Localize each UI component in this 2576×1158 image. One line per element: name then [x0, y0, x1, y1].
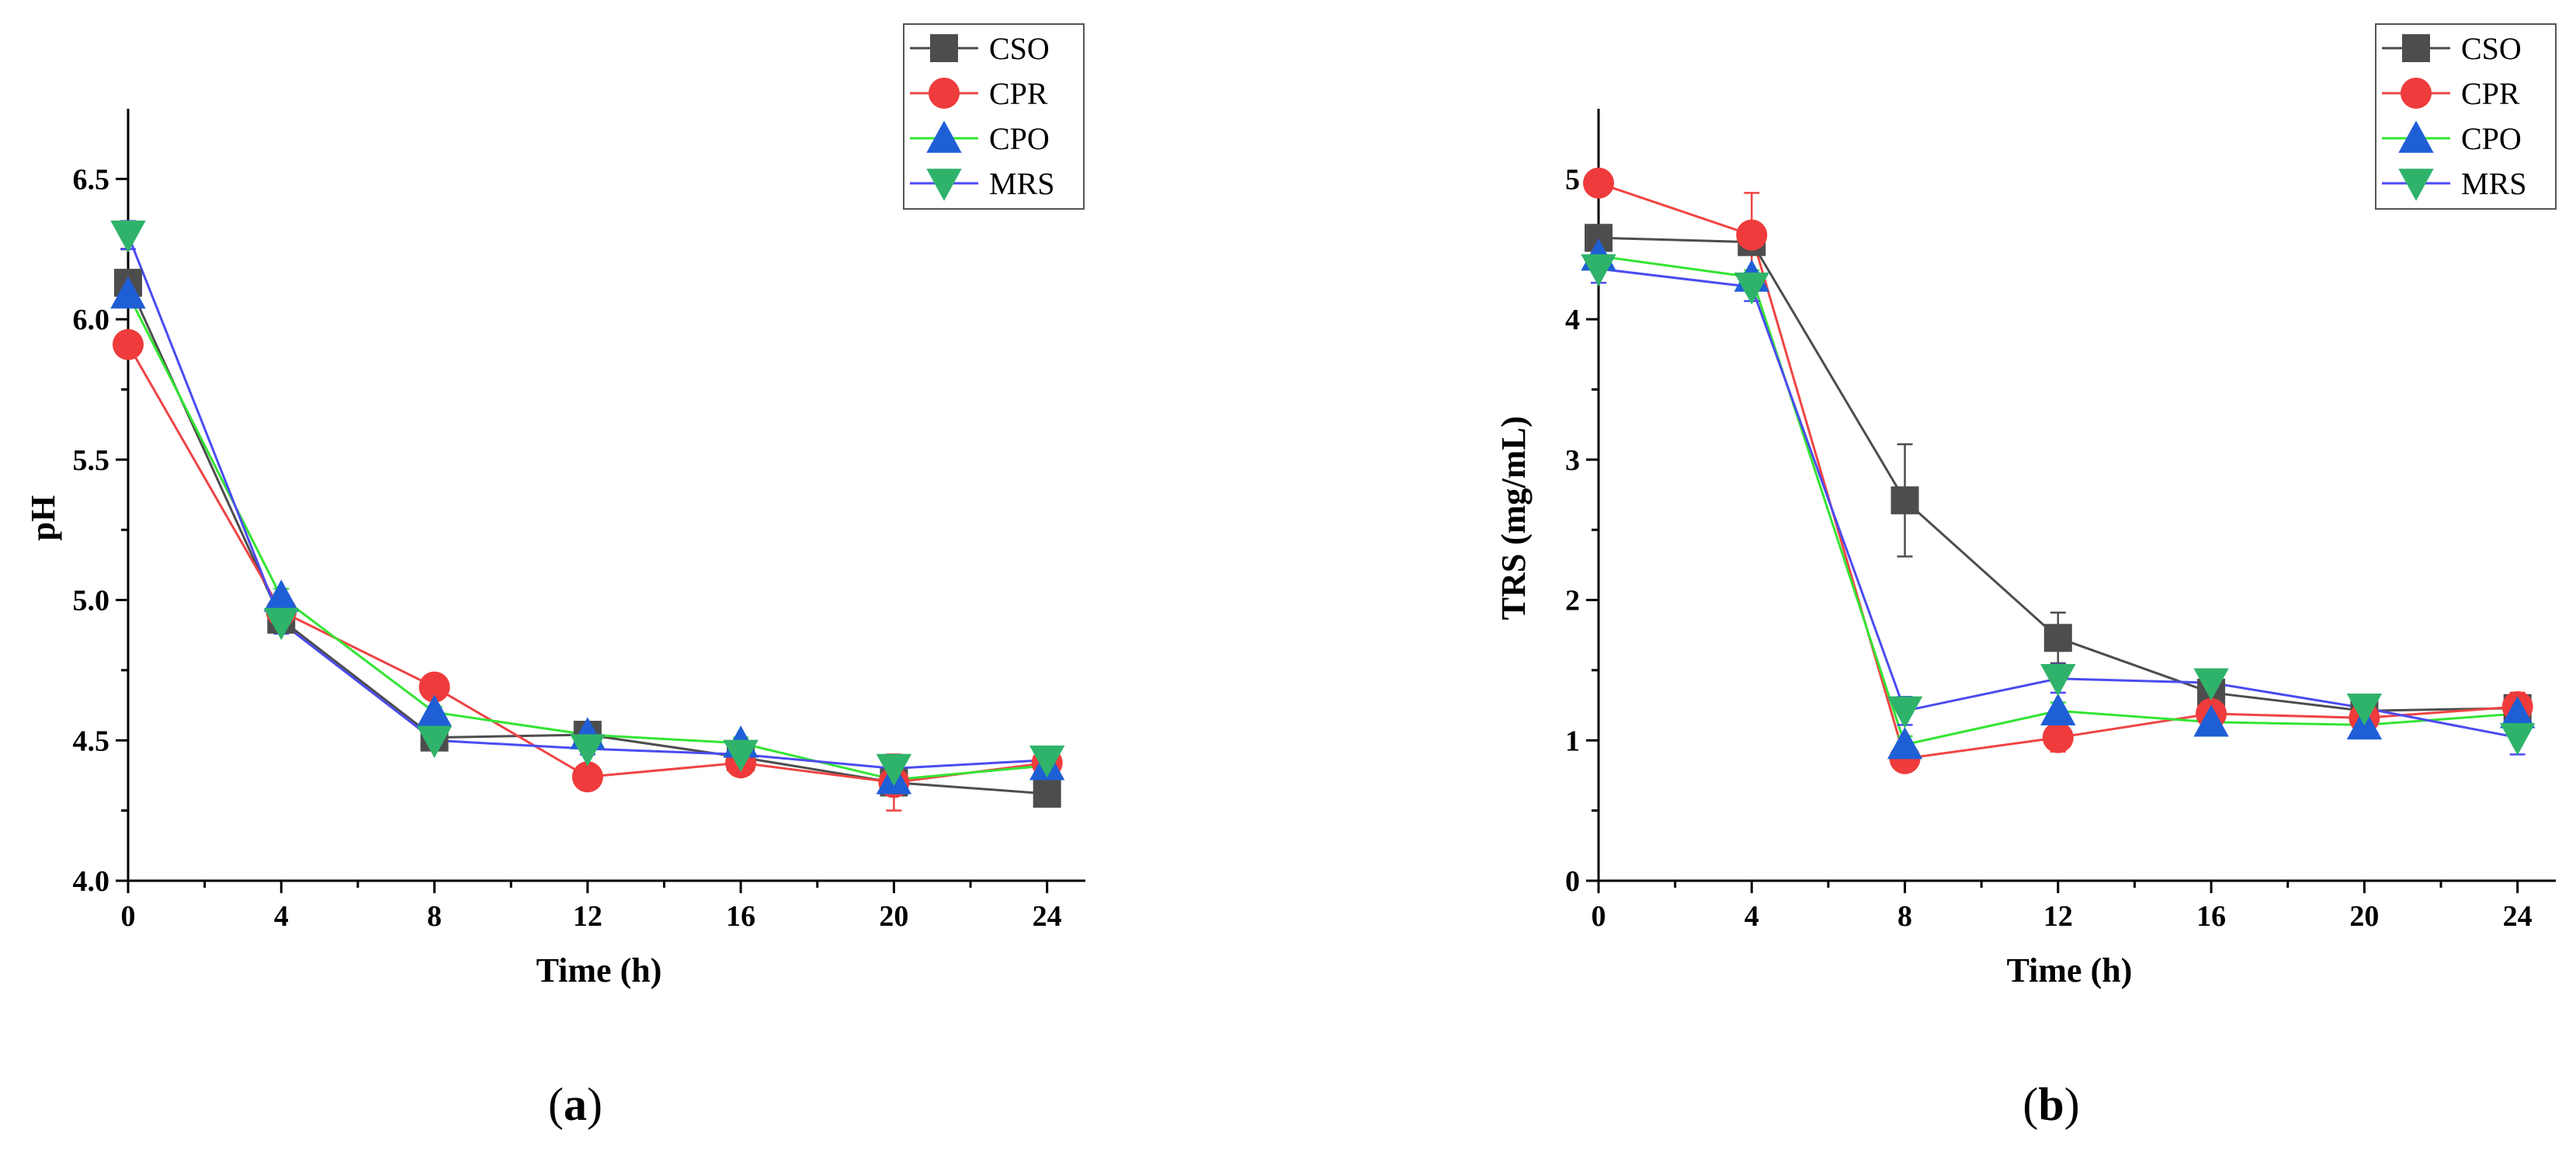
legend-label-cpo: CPO: [2461, 121, 2522, 156]
panel-label-letter: b: [2038, 1079, 2064, 1130]
data-point-mrs: [2499, 722, 2536, 756]
data-point-cpo: [263, 579, 299, 612]
x-tick-label: 4: [1745, 900, 1759, 933]
x-tick-label: 8: [1897, 900, 1912, 933]
legend: CSO CPR CPO MRS: [2375, 23, 2557, 210]
data-point-mrs: [263, 607, 299, 641]
series-line-cpr: [127, 343, 1047, 784]
legend-label-cso: CSO: [989, 31, 1050, 66]
data-point-cpr: [571, 761, 603, 793]
data-point-mrs: [2346, 694, 2383, 726]
data-point-cpo: [2499, 696, 2536, 729]
x-tick-label: 16: [726, 900, 755, 933]
legend-marker-cpr: [2401, 78, 2432, 109]
data-point-mrs: [1887, 696, 1923, 729]
data-point-cso: [1033, 779, 1061, 808]
data-point-mrs: [1581, 254, 1616, 287]
y-axis-label: pH: [24, 496, 62, 541]
x-tick-label: 24: [2503, 900, 2533, 933]
data-point-mrs: [2040, 664, 2076, 697]
x-axis-label: Time (h): [2007, 951, 2133, 989]
y-tick-label: 5.0: [73, 585, 110, 617]
data-point-cpr: [1736, 219, 1768, 251]
y-tick-label: 0: [1565, 865, 1580, 898]
panel-label-letter: a: [564, 1079, 587, 1130]
panel-label-close-paren: ): [2064, 1079, 2080, 1130]
legend-marker-cpo: [926, 120, 962, 153]
x-tick-label: 20: [879, 900, 908, 933]
data-point-mrs: [2193, 668, 2229, 701]
y-tick-label: 5: [1565, 163, 1580, 196]
panel-label-close-paren: ): [587, 1079, 602, 1130]
legend: CSO CPR CPO MRS: [903, 23, 1085, 210]
data-point-cpr: [1583, 167, 1614, 199]
y-tick-label: 6.5: [73, 163, 110, 196]
legend-marker-mrs: [2398, 169, 2434, 201]
y-axis-label: TRS (mg/mL): [1495, 416, 1533, 621]
x-tick-label: 0: [1592, 900, 1606, 933]
legend-marker-cso: [2402, 34, 2430, 62]
series-line-cso: [127, 282, 1047, 795]
data-point-cpo: [2040, 693, 2076, 726]
data-point-cpr: [2042, 722, 2074, 753]
legend-marker-cpo: [2398, 120, 2434, 153]
x-tick-label: 12: [573, 900, 602, 933]
y-tick-label: 4.0: [73, 865, 110, 898]
x-tick-label: 12: [2043, 900, 2073, 933]
x-axis-label: Time (h): [536, 951, 662, 989]
data-point-cpr: [418, 671, 450, 703]
data-point-cpo: [1887, 726, 1923, 760]
data-point-cso: [1890, 486, 1919, 515]
data-point-mrs: [416, 725, 453, 758]
y-tick-label: 4.5: [73, 725, 110, 757]
panel-label: (a): [548, 1079, 602, 1130]
y-tick-label: 2: [1565, 585, 1580, 617]
y-tick-label: 1: [1565, 725, 1580, 757]
x-tick-label: 0: [121, 900, 136, 933]
x-tick-label: 8: [427, 900, 442, 933]
legend-label-cso: CSO: [2461, 31, 2522, 66]
y-tick-label: 5.5: [73, 444, 110, 477]
data-point-cpo: [2193, 704, 2229, 737]
x-tick-label: 16: [2196, 900, 2226, 933]
data-point-cpo: [416, 694, 453, 727]
legend-marker-cpr: [929, 78, 960, 109]
x-tick-label: 20: [2349, 900, 2379, 933]
legend-marker-mrs: [926, 169, 962, 201]
data-point-cpo: [110, 276, 146, 309]
x-tick-label: 4: [274, 900, 289, 933]
chart-panel-a: 0 4 8 12 16 20 24 4.0 4.5 5.0 5.5 6.0 6.5 Time (h) pH C…: [24, 23, 1085, 1130]
panel-label: (b): [2022, 1079, 2079, 1130]
y-tick-label: 3: [1565, 444, 1580, 477]
data-point-mrs: [876, 753, 912, 787]
y-tick-label: 4: [1565, 304, 1580, 336]
legend-marker-cso: [930, 34, 958, 62]
data-point-cso: [2043, 624, 2072, 652]
data-point-mrs: [110, 220, 146, 253]
legend-label-mrs: MRS: [2461, 166, 2527, 201]
panel-label-open-paren: (: [548, 1079, 564, 1130]
legend-label-cpr: CPR: [2461, 76, 2520, 111]
series-line-cpo: [127, 293, 1047, 781]
data-point-cpr: [113, 329, 144, 360]
y-tick-label: 6.0: [73, 304, 110, 336]
legend-label-cpr: CPR: [989, 76, 1048, 111]
data-point-mrs: [1029, 745, 1065, 778]
legend-label-mrs: MRS: [989, 166, 1055, 201]
x-tick-label: 24: [1033, 900, 1062, 933]
series-line-mrs: [127, 235, 1047, 770]
data-point-mrs: [1734, 272, 1769, 305]
data-point-mrs: [570, 734, 606, 767]
legend-label-cpo: CPO: [989, 121, 1050, 156]
data-point-mrs: [723, 739, 759, 773]
panel-label-open-paren: (: [2022, 1079, 2038, 1130]
